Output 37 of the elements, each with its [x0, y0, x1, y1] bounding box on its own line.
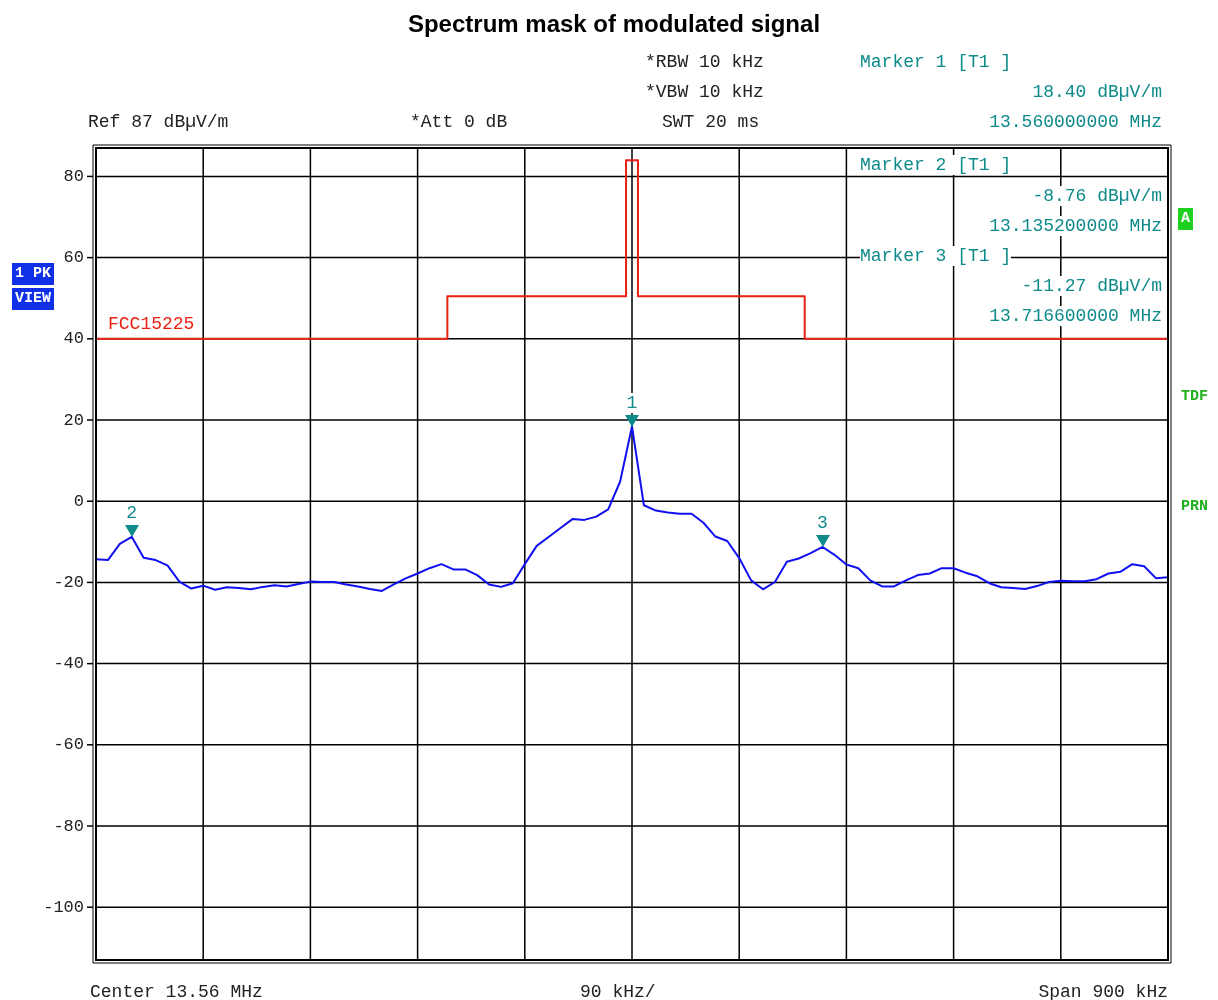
y-tick-label: -20 — [53, 572, 84, 592]
text: VIEW — [12, 288, 55, 310]
annotation: 13.135200000 MHz — [989, 216, 1162, 236]
annotation: -11.27 dBµV/m — [1021, 276, 1162, 296]
text: Ref 87 dBµV/m — [88, 112, 229, 132]
text: *Att 0 dB — [410, 112, 508, 132]
series-label: FCC15225 — [108, 313, 195, 334]
y-tick-label: -100 — [43, 897, 84, 917]
y-tick-label: 80 — [63, 166, 84, 186]
y-tick-label: 60 — [63, 248, 84, 268]
annotation: 1 — [624, 392, 640, 413]
text: Center 13.56 MHz — [90, 982, 263, 1000]
y-tick-label: 40 — [63, 329, 84, 349]
text: 13.560000000 MHz — [989, 112, 1162, 132]
text: *RBW 10 kHz — [645, 52, 764, 72]
text: Marker 1 [T1 ] — [860, 52, 1012, 72]
y-tick-label: -60 — [53, 735, 84, 755]
y-tick-label: -40 — [53, 654, 84, 674]
text: SWT 20 ms — [662, 112, 760, 132]
annotation: 13.716600000 MHz — [989, 306, 1162, 326]
annotation: 3 — [815, 512, 830, 533]
text: Span 900 kHz — [1038, 982, 1168, 1000]
text: TDF — [1180, 387, 1209, 407]
annotation: Marker 2 [T1 ] — [860, 155, 1012, 175]
text: A — [1178, 208, 1194, 230]
text: 90 kHz/ — [580, 982, 656, 1000]
y-tick-label: -80 — [53, 816, 84, 836]
annotation: Marker 3 [T1 ] — [860, 246, 1012, 266]
y-tick-label: 20 — [63, 410, 84, 430]
text: 1 PK — [12, 263, 55, 285]
annotation: 2 — [124, 502, 140, 523]
annotation: -8.76 dBµV/m — [1032, 186, 1162, 206]
y-tick-label: 0 — [73, 491, 84, 511]
text: 18.40 dBµV/m — [1032, 82, 1162, 102]
text: PRN — [1180, 497, 1209, 517]
text: *VBW 10 kHz — [645, 82, 764, 102]
chart-title: Spectrum mask of modulated signal — [406, 10, 822, 38]
